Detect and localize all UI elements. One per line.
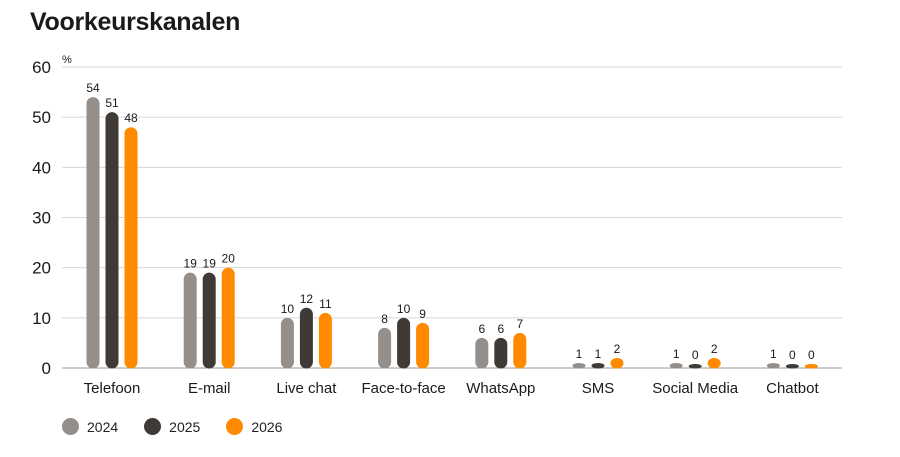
data-label-2024-5: 1 (576, 347, 583, 361)
gridlines (62, 66, 842, 369)
data-label-2025-7: 0 (789, 348, 796, 362)
legend-swatch-2024 (62, 418, 79, 435)
data-label-2024-0: 54 (86, 81, 100, 95)
data-label-2026-3: 9 (419, 307, 426, 321)
legend: 2024 2025 2026 (62, 418, 308, 435)
data-label-2024-4: 6 (478, 322, 485, 336)
bar-2024-7 (766, 362, 780, 369)
chart-title: Voorkeurskanalen (30, 8, 241, 36)
legend-item-2026[interactable]: 2026 (226, 418, 282, 435)
x-tick-label-1: E-mail (188, 380, 231, 397)
y-axis-ticks: 0 10 20 30 40 50 60 (32, 58, 51, 378)
legend-swatch-2026 (226, 418, 244, 435)
data-label-2025-4: 6 (497, 322, 504, 336)
x-tick-label-2: Live chat (276, 380, 337, 397)
y-axis-unit-label: % (62, 54, 72, 66)
y-tick-label-0: 0 (42, 359, 51, 378)
legend-item-2025[interactable]: 2025 (144, 418, 200, 435)
data-label-2024-3: 8 (381, 312, 388, 326)
y-tick-label-30: 30 (32, 209, 51, 228)
data-label-2025-3: 10 (397, 302, 411, 316)
data-label-2026-5: 2 (614, 342, 621, 356)
bar-2024-0 (86, 97, 100, 369)
legend-item-2024[interactable]: 2024 (62, 418, 118, 435)
bar-2025-2 (299, 307, 313, 369)
bar-2024-3 (378, 327, 392, 369)
data-label-2025-2: 12 (300, 292, 314, 306)
bar-2024-1 (183, 272, 197, 369)
data-label-2025-5: 1 (595, 347, 602, 361)
bar-2026-4 (513, 332, 527, 369)
x-tick-label-7: Chatbot (766, 380, 819, 397)
bar-2025-4 (494, 337, 508, 369)
data-label-2025-6: 0 (692, 348, 699, 362)
data-label-2026-7: 0 (808, 348, 815, 362)
bar-2024-6 (669, 362, 683, 369)
bar-2026-5 (610, 357, 624, 369)
bar-2025-3 (397, 317, 411, 369)
data-label-2025-0: 51 (105, 96, 119, 110)
data-label-2025-1: 19 (203, 257, 217, 271)
bar-2024-5 (572, 362, 586, 369)
x-tick-label-6: Social Media (652, 380, 739, 397)
x-tick-label-0: Telefoon (84, 380, 141, 397)
bar-2024-2 (280, 317, 294, 369)
x-axis-labels: Telefoon E-mail Live chat Face-to-face Whats… (84, 380, 820, 397)
bar-2026-2 (318, 312, 332, 369)
x-tick-label-5: SMS (582, 380, 615, 397)
bar-2025-1 (202, 272, 216, 369)
x-tick-label-3: Face-to-face (361, 380, 445, 397)
bar-2025-7 (785, 364, 799, 369)
bar-2026-0 (124, 127, 138, 369)
bars (86, 97, 818, 369)
data-label-2026-6: 2 (711, 342, 718, 356)
bar-2024-4 (475, 337, 489, 369)
legend-label-2026: 2026 (251, 418, 283, 435)
data-label-2024-7: 1 (770, 347, 777, 361)
bar-2025-0 (105, 112, 119, 369)
legend-label-2025: 2025 (169, 418, 201, 435)
y-tick-label-10: 10 (32, 309, 51, 328)
bar-2025-6 (688, 364, 702, 369)
y-tick-label-50: 50 (32, 108, 51, 127)
y-tick-label-20: 20 (32, 259, 51, 278)
legend-swatch-2025 (144, 418, 162, 435)
data-label-2024-2: 10 (281, 302, 295, 316)
x-tick-label-4: WhatsApp (466, 380, 535, 397)
data-label-2024-1: 19 (184, 257, 198, 271)
y-tick-label-40: 40 (32, 158, 51, 177)
data-label-2026-0: 48 (124, 111, 138, 125)
data-label-2024-6: 1 (673, 347, 680, 361)
y-tick-label-60: 60 (32, 58, 51, 77)
data-label-2026-1: 20 (222, 252, 236, 266)
bar-2026-3 (416, 322, 430, 369)
data-label-2026-2: 11 (319, 297, 332, 311)
legend-label-2024: 2024 (87, 418, 119, 435)
bar-2025-5 (591, 362, 605, 369)
bar-2026-1 (221, 267, 235, 369)
bar-2026-7 (804, 364, 818, 369)
bar-2026-6 (707, 357, 721, 369)
data-label-2026-4: 7 (516, 317, 523, 331)
